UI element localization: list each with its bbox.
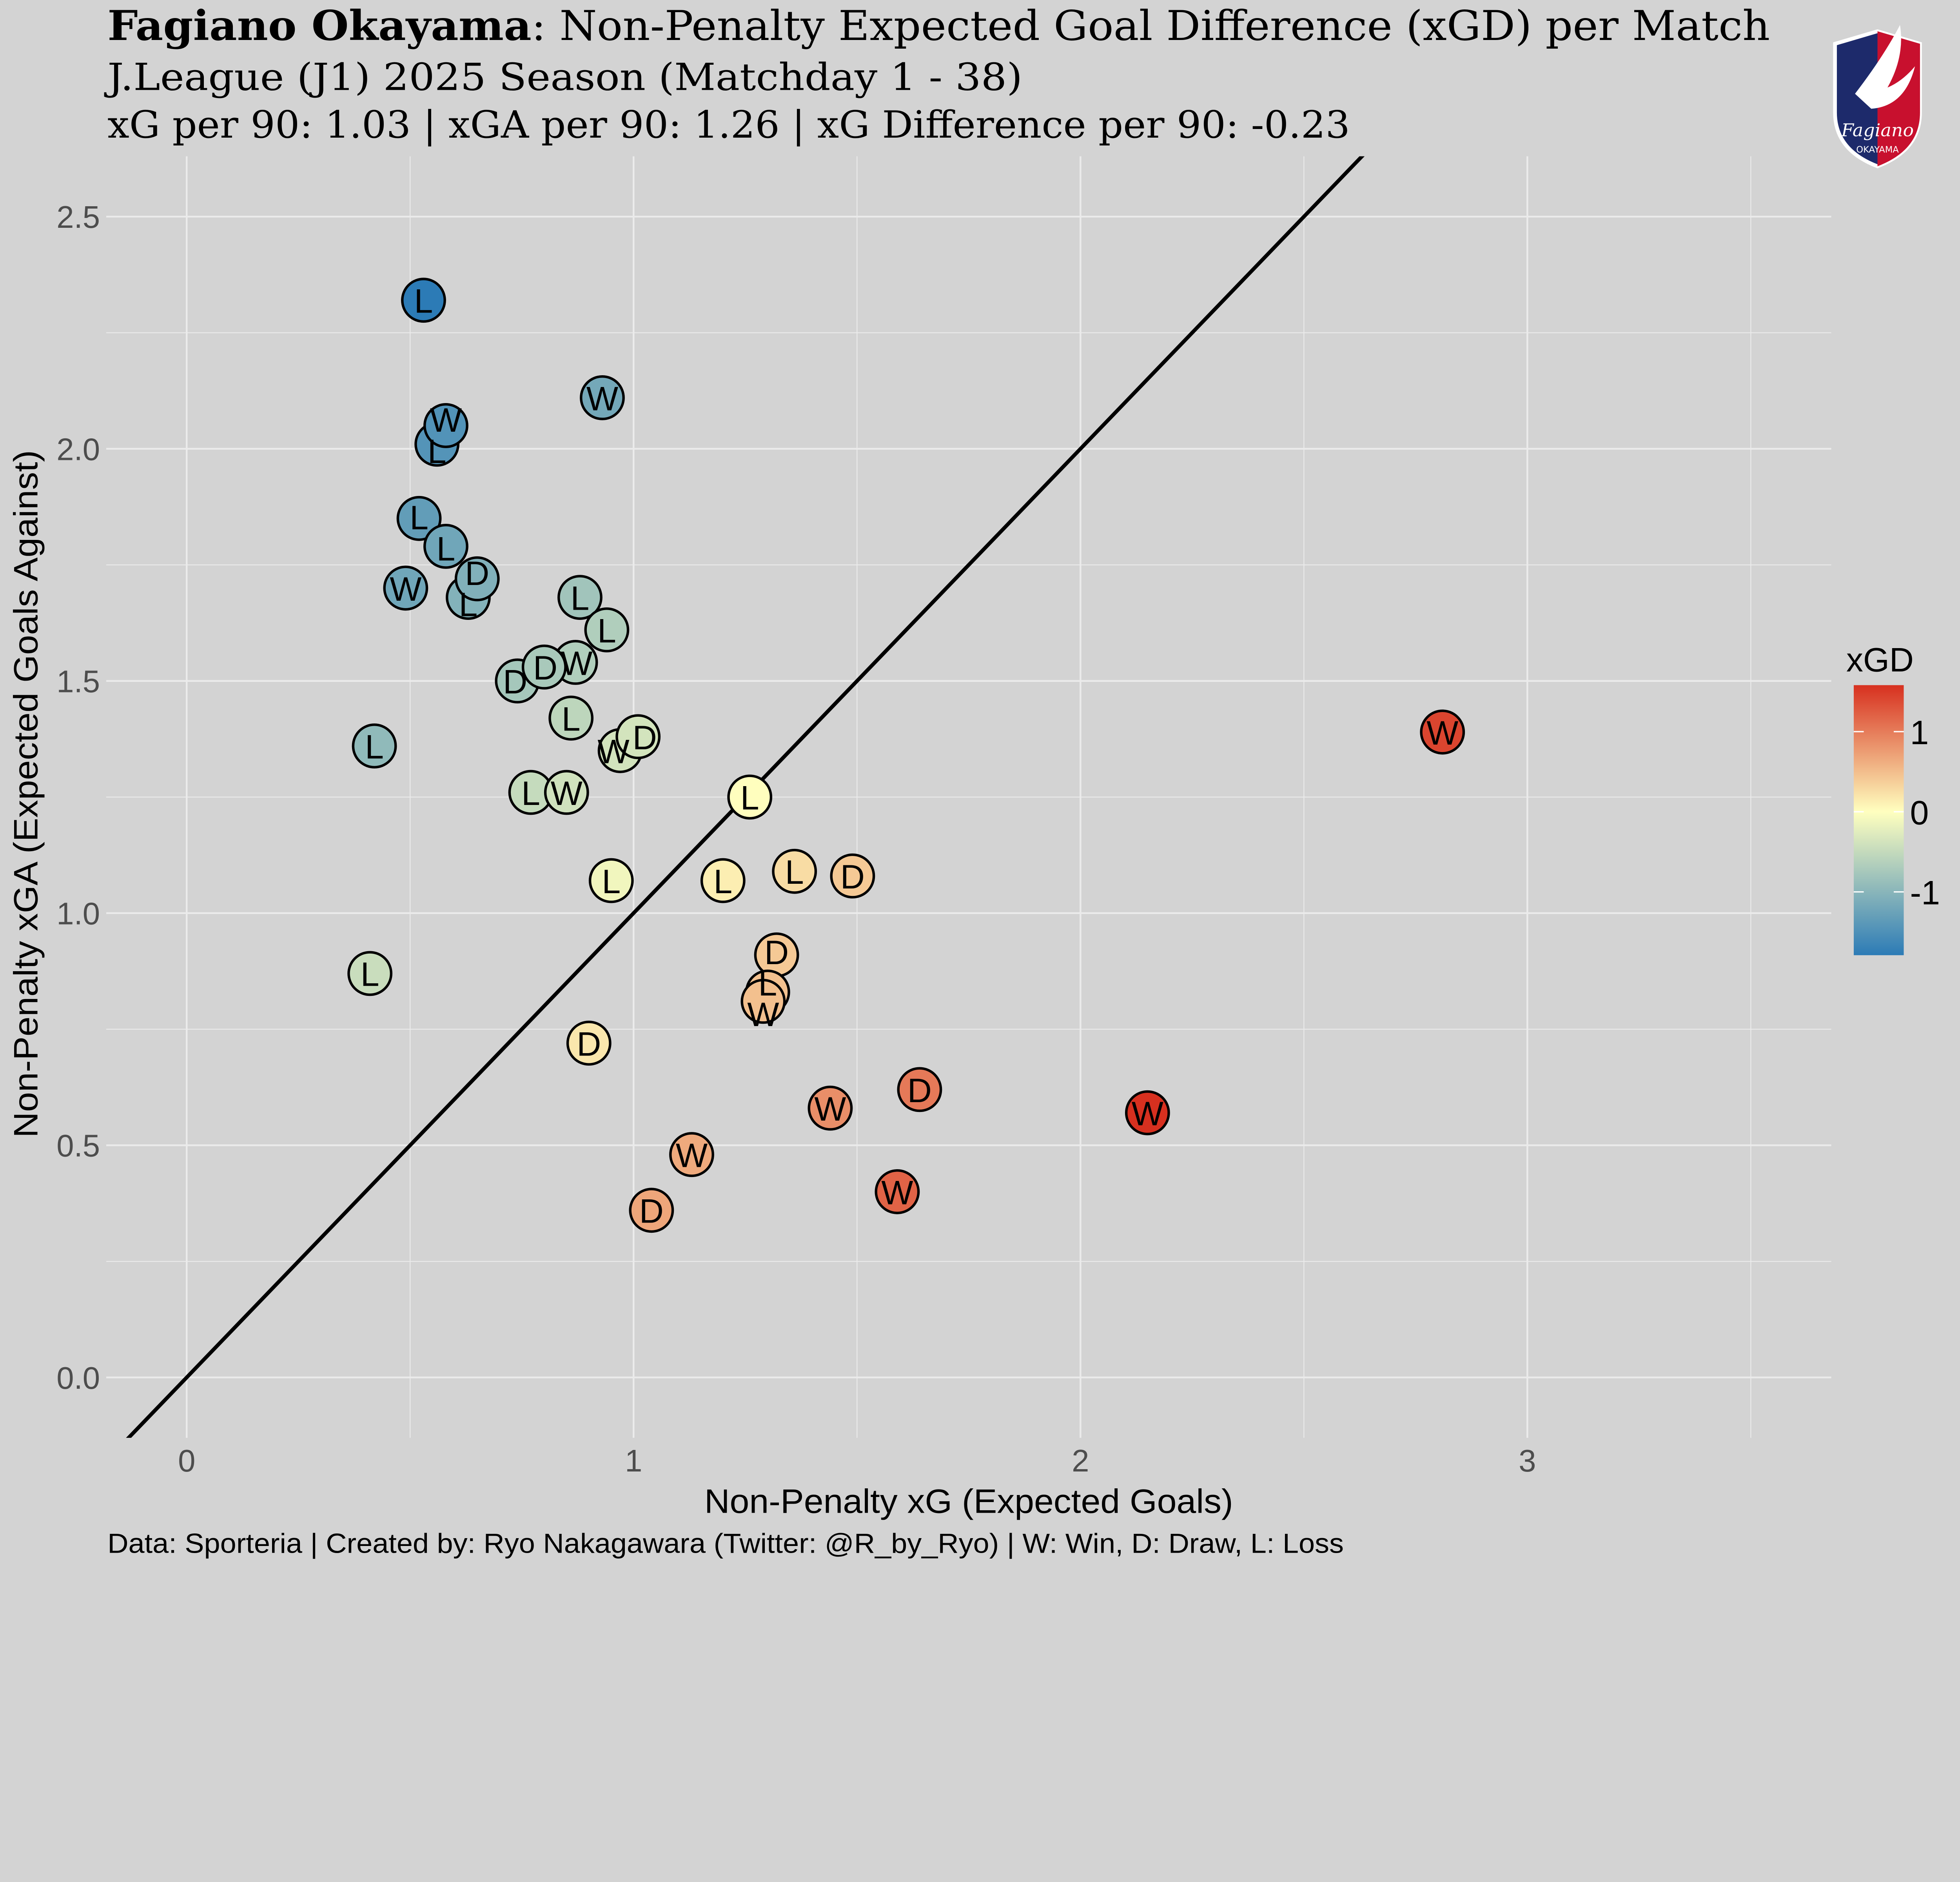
point-marker	[669, 1132, 714, 1177]
point-result-label: L	[571, 580, 590, 618]
point-result-label: D	[907, 1072, 932, 1110]
point-result-label: W	[1132, 1095, 1163, 1133]
grid	[106, 156, 1831, 1438]
point-result-label: L	[785, 854, 804, 891]
chart-title: Fagiano Okayama: Non-Penalty Expected Go…	[107, 1, 1770, 50]
legend-title: xGD	[1846, 641, 1914, 679]
point-result-label: L	[365, 728, 384, 766]
point-result-label: L	[459, 586, 478, 624]
point-result-label: L	[758, 965, 777, 1003]
x-tick-label: 0	[178, 1443, 195, 1478]
point-marker	[557, 575, 603, 620]
point-result-label: L	[597, 612, 616, 650]
point-marker	[347, 951, 393, 996]
legend-tick-label: 0	[1910, 794, 1929, 832]
point-result-label: W	[676, 1137, 708, 1175]
point-marker	[615, 714, 661, 759]
point-result-label: W	[430, 401, 462, 439]
point-result-label: W	[561, 645, 592, 682]
background	[0, 0, 1960, 1568]
point-result-label: L	[713, 863, 732, 901]
point-marker	[1420, 709, 1465, 755]
point-marker	[396, 496, 442, 541]
y-axis-label: Non-Penalty xGA (Expected Goals Against)	[7, 450, 45, 1138]
logo-text: Fagiano	[1841, 120, 1914, 141]
point-marker	[352, 723, 397, 768]
point-marker	[548, 696, 594, 741]
point-result-label: W	[390, 570, 421, 608]
y-tick-label: 1.5	[56, 664, 100, 699]
y-tick-label: 1.0	[56, 896, 100, 931]
point-result-label: D	[764, 934, 789, 972]
point-marker	[897, 1067, 942, 1112]
point-marker	[566, 1021, 612, 1066]
x-tick-label: 2	[1072, 1443, 1089, 1478]
point-marker	[588, 858, 634, 903]
caption: Data: Sporteria | Created by: Ryo Nakaga…	[107, 1528, 1344, 1559]
x-tick-label: 3	[1519, 1443, 1536, 1478]
point-marker	[423, 403, 468, 448]
point-result-label: W	[881, 1174, 913, 1212]
point-marker	[521, 644, 567, 690]
x-tick-label: 1	[625, 1443, 642, 1478]
point-result-label: W	[814, 1090, 846, 1128]
y-tick-label: 2.5	[56, 200, 100, 234]
x-axis-label: Non-Penalty xG (Expected Goals)	[704, 1482, 1233, 1520]
point-marker	[580, 375, 625, 420]
point-marker	[700, 858, 746, 903]
point-result-label: D	[633, 719, 657, 757]
chart-stats: xG per 90: 1.03 | xGA per 90: 1.26 | xG …	[107, 103, 1350, 147]
point-result-label: W	[597, 733, 629, 770]
point-result-label: W	[1426, 714, 1458, 752]
point-result-label: L	[602, 863, 621, 901]
point-marker	[629, 1188, 674, 1233]
point-result-label: W	[551, 775, 583, 812]
point-result-label: L	[562, 700, 581, 738]
legend-colorbar	[1853, 685, 1904, 956]
point-result-label: D	[465, 555, 489, 592]
point-marker	[1125, 1090, 1170, 1135]
point-result-label: W	[586, 380, 618, 418]
point-marker	[454, 556, 500, 601]
point-marker	[808, 1085, 853, 1131]
chart-subtitle: J.League (J1) 2025 Season (Matchday 1 - …	[104, 55, 1023, 99]
point-result-label: L	[437, 530, 456, 568]
xgd-scatter-chart: Fagiano Okayama: Non-Penalty Expected Go…	[0, 0, 1960, 1568]
point-result-label: L	[521, 775, 540, 812]
y-tick-label: 0.5	[56, 1128, 100, 1163]
point-marker	[423, 523, 468, 569]
legend-tick-label: -1	[1910, 874, 1940, 912]
point-result-label: D	[840, 858, 865, 896]
team-logo: Fagiano OKAYAMA	[1833, 25, 1922, 169]
point-marker	[401, 278, 446, 323]
legend-tick-label: 1	[1910, 714, 1929, 752]
point-result-label: L	[740, 779, 759, 817]
y-tick-label: 0.0	[56, 1361, 100, 1395]
point-result-label: W	[747, 996, 779, 1034]
logo-sub: OKAYAMA	[1856, 145, 1899, 155]
color-legend: xGD 1 0 -1	[1846, 641, 1940, 956]
point-marker	[830, 853, 875, 899]
point-marker	[584, 607, 630, 652]
point-marker	[875, 1169, 920, 1214]
point-result-label: D	[533, 649, 557, 687]
point-result-label: D	[503, 663, 527, 701]
point-result-label: L	[428, 433, 446, 470]
point-result-label: D	[577, 1025, 601, 1063]
point-marker	[727, 774, 773, 820]
y-axis-ticks: 0.0 0.5 1.0 1.5 2.0 2.5	[56, 200, 100, 1395]
x-axis-ticks: 0 1 2 3	[178, 1443, 1536, 1478]
point-result-label: L	[414, 283, 433, 320]
point-result-label: D	[639, 1193, 664, 1230]
point-marker	[740, 979, 786, 1024]
point-result-label: L	[410, 499, 428, 537]
title-team: Fagiano Okayama	[107, 1, 532, 50]
point-marker	[544, 770, 589, 815]
title-rest: : Non-Penalty Expected Goal Difference (…	[532, 2, 1770, 50]
point-result-label: L	[361, 956, 379, 994]
point-marker	[772, 848, 817, 894]
y-tick-label: 2.0	[56, 432, 100, 467]
point-marker	[383, 565, 428, 611]
